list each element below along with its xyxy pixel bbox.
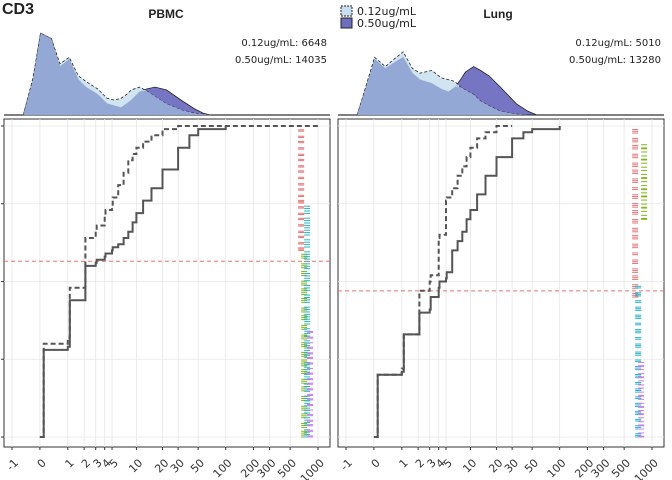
x-tick-label: 0 bbox=[369, 456, 383, 470]
density-panel-pbmc: PBMC 0.12ug/mL: 6648 0.50ug/mL: 14035 bbox=[4, 7, 330, 116]
x-tick-label: -1 bbox=[338, 456, 355, 473]
ecdf-line-high bbox=[39, 126, 227, 438]
legend-swatch-high bbox=[340, 17, 353, 29]
plot-area bbox=[337, 118, 665, 448]
x-tick-label: 500 bbox=[275, 456, 299, 480]
x-tick-label: 50 bbox=[188, 456, 207, 475]
x-tick-label: 2 bbox=[79, 456, 93, 470]
ecdf-line-low bbox=[39, 125, 318, 438]
x-tick-label: -1 bbox=[4, 456, 21, 473]
panel-title-lung: Lung bbox=[483, 7, 512, 21]
density-overlap bbox=[357, 57, 537, 115]
figure-title: CD3 bbox=[2, 1, 34, 18]
x-tick-label: 10 bbox=[126, 456, 145, 475]
x-tick-label: 0 bbox=[35, 456, 49, 470]
x-tick-label: 1 bbox=[397, 456, 411, 470]
panel-title-pbmc: PBMC bbox=[148, 7, 184, 21]
density-overlap bbox=[23, 33, 211, 116]
x-tick-label: 1000 bbox=[298, 456, 327, 480]
x-tick-label: 1000 bbox=[632, 456, 661, 480]
ecdf-line-high bbox=[373, 126, 561, 438]
legend-label-high: 0.50ug/mL bbox=[357, 17, 417, 30]
x-tick-label: 10 bbox=[460, 456, 479, 475]
legend-label-low: 0.12ug/mL bbox=[357, 5, 417, 18]
x-tick-label: 300 bbox=[255, 456, 279, 480]
x-tick-label: 50 bbox=[522, 456, 541, 475]
x-tick-label: 1 bbox=[63, 456, 77, 470]
x-tick-label: 30 bbox=[502, 456, 521, 475]
legend-swatch-low bbox=[340, 5, 353, 17]
x-tick-label: 100 bbox=[545, 456, 569, 480]
plot-area bbox=[3, 118, 331, 448]
x-tick-label: 100 bbox=[211, 456, 235, 480]
density-panel-lung: Lung 0.12ug/mL: 5010 0.50ug/mL: 13280 bbox=[338, 7, 664, 116]
count-low-pbmc: 0.12ug/mL: 6648 bbox=[241, 38, 327, 49]
x-tick-label: 300 bbox=[589, 456, 613, 480]
count-high-lung: 0.50ug/mL: 13280 bbox=[569, 55, 661, 66]
x-tick-label: 2 bbox=[413, 456, 427, 470]
x-tick-label: 30 bbox=[168, 456, 187, 475]
legend: 0.12ug/mL 0.50ug/mL bbox=[340, 5, 417, 30]
count-low-lung: 0.12ug/mL: 5010 bbox=[575, 38, 661, 49]
count-high-pbmc: 0.50ug/mL: 14035 bbox=[235, 55, 327, 66]
x-tick-label: 500 bbox=[609, 456, 633, 480]
